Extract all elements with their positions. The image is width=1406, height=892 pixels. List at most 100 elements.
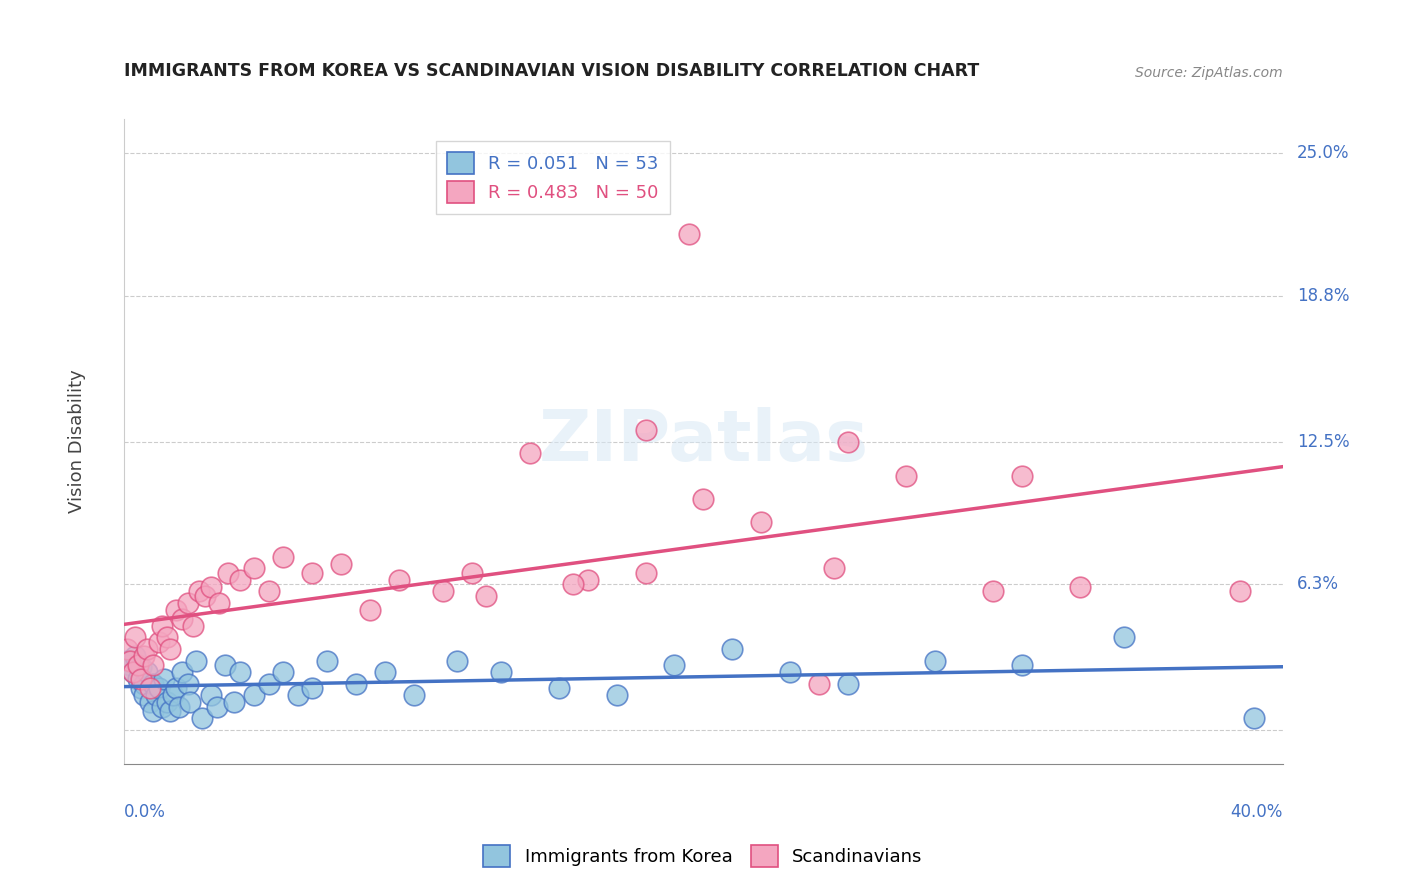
- Text: IMMIGRANTS FROM KOREA VS SCANDINAVIAN VISION DISABILITY CORRELATION CHART: IMMIGRANTS FROM KOREA VS SCANDINAVIAN VI…: [124, 62, 979, 80]
- Point: [142, 704, 165, 718]
- Point: [243, 561, 266, 575]
- Point: [388, 573, 411, 587]
- Point: [148, 681, 170, 696]
- Point: [159, 704, 181, 718]
- Text: ZIPatlas: ZIPatlas: [538, 407, 869, 476]
- Point: [188, 584, 211, 599]
- Point: [124, 631, 146, 645]
- Point: [200, 580, 222, 594]
- Point: [751, 515, 773, 529]
- Point: [132, 676, 155, 690]
- Point: [132, 648, 155, 663]
- Point: [1069, 580, 1091, 594]
- Point: [142, 676, 165, 690]
- Point: [136, 665, 159, 679]
- Point: [243, 688, 266, 702]
- Point: [139, 681, 162, 696]
- Point: [214, 658, 236, 673]
- Point: [576, 573, 599, 587]
- Point: [271, 665, 294, 679]
- Point: [808, 676, 831, 690]
- Point: [605, 688, 627, 702]
- Point: [191, 711, 214, 725]
- Point: [176, 676, 198, 690]
- Legend: R = 0.051   N = 53, R = 0.483   N = 50: R = 0.051 N = 53, R = 0.483 N = 50: [436, 141, 669, 214]
- Point: [692, 492, 714, 507]
- Point: [301, 681, 323, 696]
- Point: [186, 654, 208, 668]
- Point: [257, 676, 280, 690]
- Text: Vision Disability: Vision Disability: [69, 369, 86, 514]
- Point: [1112, 631, 1135, 645]
- Point: [170, 612, 193, 626]
- Point: [217, 566, 239, 580]
- Point: [229, 665, 252, 679]
- Point: [779, 665, 801, 679]
- Point: [402, 688, 425, 702]
- Point: [167, 699, 190, 714]
- Point: [489, 665, 512, 679]
- Text: 40.0%: 40.0%: [1230, 803, 1284, 821]
- Point: [148, 635, 170, 649]
- Point: [837, 434, 859, 449]
- Text: 18.8%: 18.8%: [1296, 287, 1350, 305]
- Point: [159, 642, 181, 657]
- Point: [562, 577, 585, 591]
- Point: [460, 566, 482, 580]
- Point: [344, 676, 367, 690]
- Point: [139, 695, 162, 709]
- Point: [315, 654, 337, 668]
- Legend: Immigrants from Korea, Scandinavians: Immigrants from Korea, Scandinavians: [477, 838, 929, 874]
- Point: [823, 561, 845, 575]
- Point: [129, 672, 152, 686]
- Point: [121, 665, 143, 679]
- Text: 0.0%: 0.0%: [124, 803, 166, 821]
- Point: [1011, 658, 1033, 673]
- Point: [1243, 711, 1265, 725]
- Point: [118, 658, 141, 673]
- Point: [634, 566, 657, 580]
- Point: [170, 665, 193, 679]
- Point: [432, 584, 454, 599]
- Point: [153, 672, 176, 686]
- Point: [156, 631, 179, 645]
- Point: [374, 665, 396, 679]
- Point: [519, 446, 541, 460]
- Point: [150, 699, 173, 714]
- Point: [176, 596, 198, 610]
- Point: [330, 557, 353, 571]
- Point: [229, 573, 252, 587]
- Point: [1011, 469, 1033, 483]
- Point: [121, 665, 143, 679]
- Point: [837, 676, 859, 690]
- Point: [115, 642, 138, 657]
- Point: [678, 227, 700, 241]
- Text: Source: ZipAtlas.com: Source: ZipAtlas.com: [1136, 66, 1284, 80]
- Point: [115, 654, 138, 668]
- Point: [145, 688, 167, 702]
- Point: [127, 672, 149, 686]
- Point: [287, 688, 309, 702]
- Point: [142, 658, 165, 673]
- Point: [124, 648, 146, 663]
- Point: [924, 654, 946, 668]
- Point: [194, 589, 217, 603]
- Point: [118, 654, 141, 668]
- Point: [165, 603, 187, 617]
- Point: [475, 589, 498, 603]
- Point: [165, 681, 187, 696]
- Point: [301, 566, 323, 580]
- Point: [721, 642, 744, 657]
- Point: [200, 688, 222, 702]
- Point: [208, 596, 231, 610]
- Point: [271, 549, 294, 564]
- Point: [129, 660, 152, 674]
- Point: [150, 619, 173, 633]
- Point: [179, 695, 201, 709]
- Point: [129, 681, 152, 696]
- Point: [257, 584, 280, 599]
- Point: [132, 688, 155, 702]
- Point: [222, 695, 245, 709]
- Point: [183, 619, 205, 633]
- Text: 12.5%: 12.5%: [1296, 433, 1350, 450]
